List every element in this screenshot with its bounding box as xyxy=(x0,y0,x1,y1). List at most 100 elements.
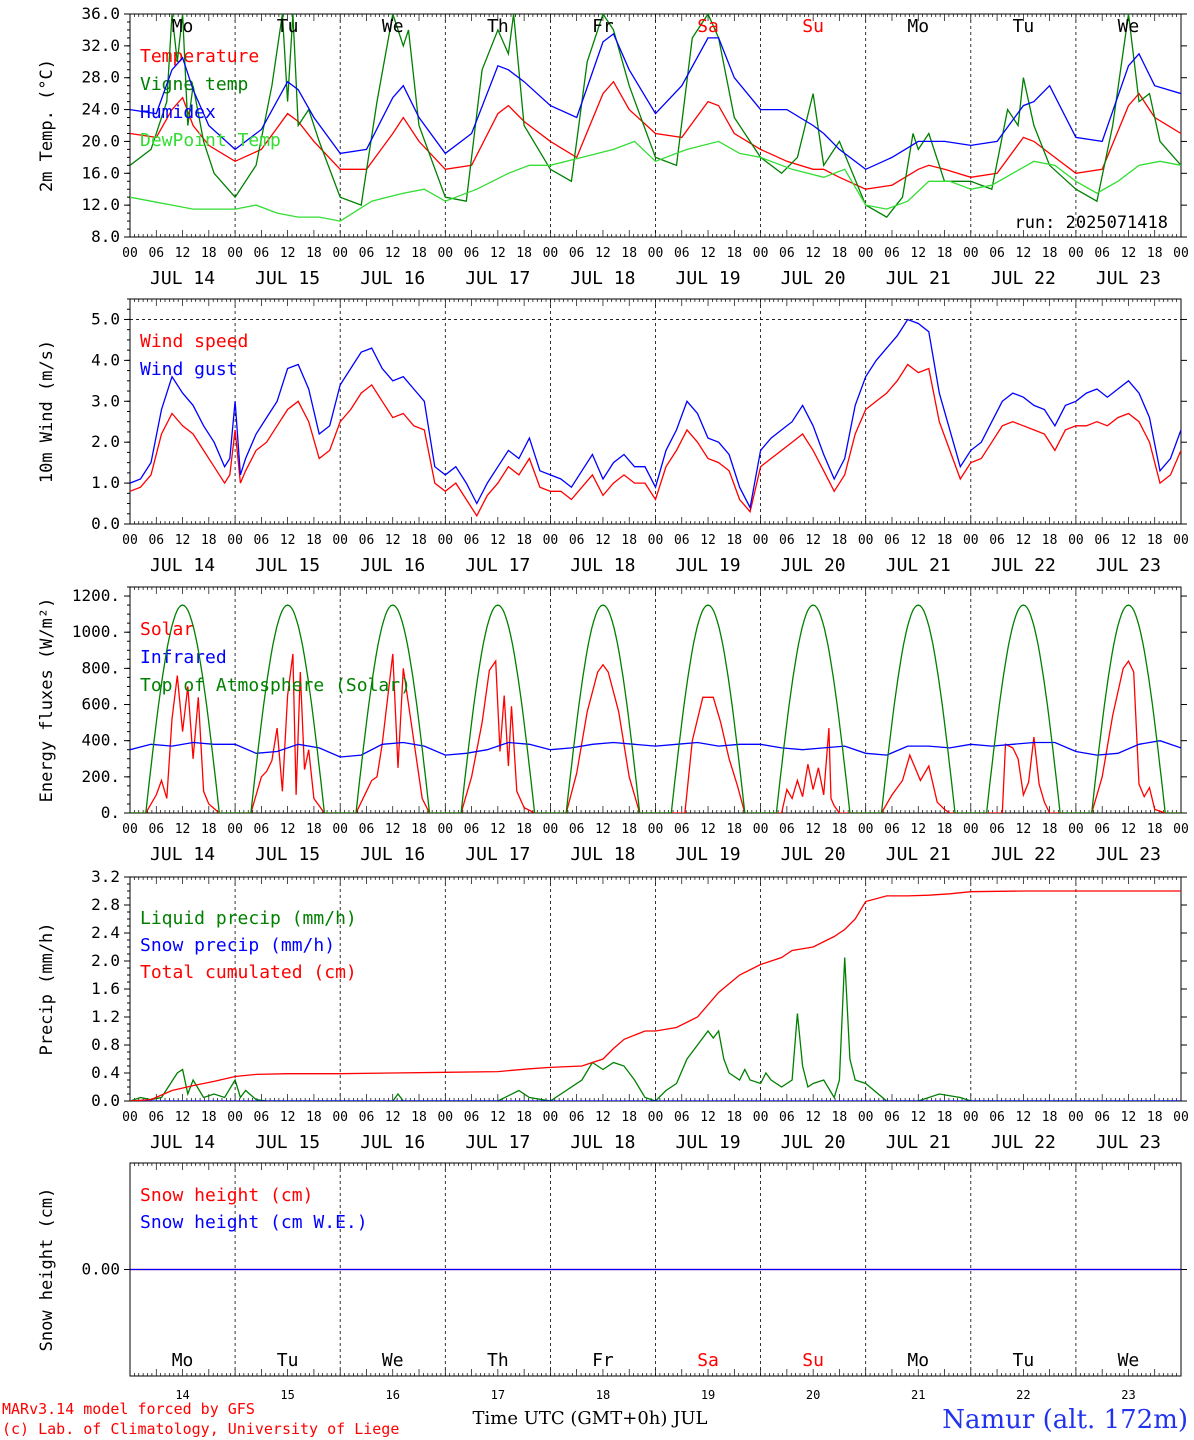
panel-2: 0.0 1.0 2.0 3.0 4.0 5.0 10m Wind (m/s) 00 06 12 18… xyxy=(37,298,1189,576)
day-number: 21 xyxy=(911,1388,925,1402)
legend-entry: Vigne temp xyxy=(140,74,248,95)
y-tick-label: 0.00 xyxy=(81,1260,120,1279)
hour-tick-label: 06 xyxy=(779,1110,795,1125)
hour-tick-label: 12 xyxy=(175,533,191,548)
date-label: JUL 20 xyxy=(781,844,846,865)
hour-tick-label: 00 xyxy=(753,822,769,837)
hour-tick-label: 12 xyxy=(700,822,716,837)
y-tick-label: 2.0 xyxy=(91,951,120,970)
day-number: 20 xyxy=(806,1388,820,1402)
hour-tick-label: 06 xyxy=(464,1110,480,1125)
hour-tick-label: 18 xyxy=(832,822,848,837)
hour-tick-label: 00 xyxy=(1173,1110,1189,1125)
y-tick-label: 16.0 xyxy=(81,163,120,182)
hour-tick-label: 06 xyxy=(1094,533,1110,548)
y-tick-label: 28.0 xyxy=(81,68,120,87)
hour-tick-label: 00 xyxy=(437,1110,453,1125)
hour-tick-label: 06 xyxy=(674,1110,690,1125)
legend-entry: Snow height (cm) xyxy=(140,1185,313,1206)
hour-tick-label: 18 xyxy=(516,822,532,837)
hour-tick-label: 18 xyxy=(621,246,637,261)
hour-tick-label: 00 xyxy=(1068,246,1084,261)
date-label: JUL 23 xyxy=(1096,555,1161,576)
hour-tick-label: 12 xyxy=(280,533,296,548)
date-label: JUL 20 xyxy=(781,268,846,289)
date-label: JUL 15 xyxy=(255,1132,320,1153)
date-label: JUL 21 xyxy=(886,844,951,865)
hour-tick-label: 12 xyxy=(700,246,716,261)
hour-tick-label: 18 xyxy=(937,822,953,837)
hour-tick-label: 18 xyxy=(832,1110,848,1125)
legend-entry: Total cumulated (cm) xyxy=(140,962,357,983)
day-name-top: We xyxy=(382,16,404,37)
hour-tick-label: 12 xyxy=(175,822,191,837)
date-label: JUL 23 xyxy=(1096,844,1161,865)
hour-tick-label: 06 xyxy=(884,1110,900,1125)
day-number: 15 xyxy=(280,1388,294,1402)
date-label: JUL 17 xyxy=(465,844,530,865)
day-name-bottom: Tu xyxy=(277,1350,299,1371)
hour-tick-label: 06 xyxy=(569,1110,585,1125)
legend-entry: Wind gust xyxy=(140,359,238,380)
hour-tick-label: 00 xyxy=(963,822,979,837)
y-tick-label: 5.0 xyxy=(91,309,120,328)
hour-tick-label: 18 xyxy=(201,246,217,261)
date-label: JUL 16 xyxy=(360,1132,425,1153)
hour-tick-label: 12 xyxy=(595,822,611,837)
hour-tick-label: 00 xyxy=(332,533,348,548)
y-tick-label: 0.8 xyxy=(91,1035,120,1054)
panel-4: 0.0 0.4 0.8 1.2 1.6 2.0 2.4 2.8 3.2 Precip (mm/h)… xyxy=(37,867,1189,1153)
y-tick-label: 3.0 xyxy=(91,391,120,410)
hour-tick-label: 06 xyxy=(254,1110,270,1125)
hour-tick-label: 00 xyxy=(332,1110,348,1125)
hour-tick-label: 18 xyxy=(411,533,427,548)
day-number: 23 xyxy=(1121,1388,1135,1402)
hour-tick-label: 06 xyxy=(359,246,375,261)
date-label: JUL 18 xyxy=(570,844,635,865)
series-line xyxy=(130,604,1181,813)
hour-tick-label: 00 xyxy=(332,822,348,837)
hour-tick-label: 12 xyxy=(805,1110,821,1125)
day-name-top: Th xyxy=(487,16,509,37)
y-tick-label: 2.0 xyxy=(91,432,120,451)
panel-3: 0. 200. 400. 600. 800. 1000. 1200. Energy fluxe… xyxy=(37,586,1189,865)
plot-frame xyxy=(129,13,1182,238)
legend-entry: Humidex xyxy=(140,102,216,123)
hour-tick-label: 06 xyxy=(989,1110,1005,1125)
date-label: JUL 21 xyxy=(886,555,951,576)
legend-entry: Snow height (cm W.E.) xyxy=(140,1212,368,1233)
hour-tick-label: 00 xyxy=(227,533,243,548)
hour-tick-label: 06 xyxy=(359,533,375,548)
hour-tick-label: 12 xyxy=(1121,1110,1137,1125)
hour-tick-label: 12 xyxy=(910,246,926,261)
hour-tick-label: 06 xyxy=(569,246,585,261)
y-tick-label: 0.4 xyxy=(91,1063,120,1082)
hour-tick-label: 12 xyxy=(1016,1110,1032,1125)
hour-tick-label: 18 xyxy=(516,246,532,261)
y-tick-label: 12.0 xyxy=(81,195,120,214)
y-tick-label: 1.6 xyxy=(91,979,120,998)
date-label: JUL 19 xyxy=(676,844,741,865)
hour-tick-label: 00 xyxy=(122,246,138,261)
y-axis-label: 2m Temp. (°C) xyxy=(37,59,57,192)
hour-tick-label: 06 xyxy=(464,822,480,837)
series-line xyxy=(130,740,1181,758)
hour-tick-label: 06 xyxy=(1094,246,1110,261)
series-line xyxy=(130,14,1181,218)
hour-tick-label: 18 xyxy=(726,822,742,837)
legend-entry: Wind speed xyxy=(140,331,248,352)
y-tick-label: 32.0 xyxy=(81,36,120,55)
hour-tick-label: 12 xyxy=(280,246,296,261)
hour-tick-label: 18 xyxy=(937,533,953,548)
hour-tick-label: 12 xyxy=(595,1110,611,1125)
series-line xyxy=(130,653,1181,813)
date-label: JUL 17 xyxy=(465,1132,530,1153)
hour-tick-label: 18 xyxy=(621,533,637,548)
run-label: run: 2025071418 xyxy=(1014,213,1168,233)
hour-tick-label: 06 xyxy=(359,822,375,837)
date-label: JUL 18 xyxy=(570,268,635,289)
y-tick-label: 600. xyxy=(81,695,120,714)
day-number: 16 xyxy=(386,1388,400,1402)
hour-tick-label: 18 xyxy=(1042,246,1058,261)
date-label: JUL 20 xyxy=(781,555,846,576)
